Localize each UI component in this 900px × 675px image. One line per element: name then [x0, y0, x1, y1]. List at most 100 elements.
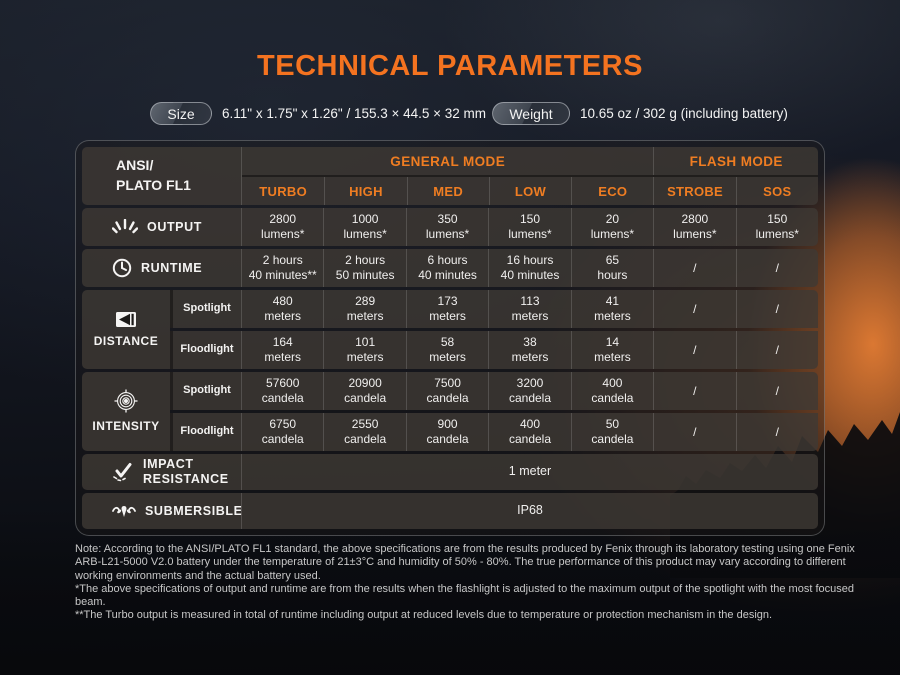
output-label: OUTPUT	[147, 219, 202, 234]
weight-pill[interactable]: Weight	[492, 102, 570, 125]
intensity-flood-high: 2550 candela	[323, 413, 406, 451]
distance-label-cell: DISTANCE	[82, 290, 170, 369]
intensity-flood-sos: /	[735, 413, 818, 451]
distance-spot-high: 289 meters	[323, 290, 406, 328]
impact-label-line2: RESISTANCE	[143, 472, 229, 486]
distance-label: DISTANCE	[93, 333, 159, 348]
ansi-line: ANSI/	[116, 157, 154, 174]
runtime-label-cell: RUNTIME	[82, 249, 241, 287]
footnotes: Note: According to the ANSI/PLATO FL1 st…	[75, 543, 867, 623]
footnote-main: Note: According to the ANSI/PLATO FL1 st…	[75, 543, 855, 582]
distance-spot-turbo: 480 meters	[241, 290, 324, 328]
intensity-spot-eco: 400 candela	[570, 372, 654, 410]
plato-line: PLATO FL1	[116, 177, 191, 193]
size-pill-label: Size	[167, 105, 195, 122]
distance-flood-low: 38 meters	[488, 331, 571, 369]
intensity-flood-turbo: 6750 candela	[241, 413, 324, 451]
output-low: 150 lumens*	[488, 208, 571, 246]
flash-mode-header: FLASH MODE	[653, 147, 818, 175]
distance-spot-eco: 41 meters	[570, 290, 654, 328]
ansi-plato-label: ANSI/ PLATO FL1	[82, 147, 241, 205]
intensity-spot-sos: /	[735, 372, 818, 410]
intensity-spot-low: 3200 candela	[488, 372, 571, 410]
water-splash-icon	[112, 503, 136, 519]
distance-spot-sos: /	[735, 290, 818, 328]
light-burst-icon	[112, 219, 138, 235]
output-sos: 150 lumens*	[735, 208, 818, 246]
intensity-flood-eco: 50 candela	[570, 413, 654, 451]
spec-table: ANSI/ PLATO FL1 GENERAL MODE FLASH MODE …	[75, 140, 825, 536]
distance-spotlight-label: Spotlight	[170, 290, 241, 328]
runtime-sos: /	[735, 249, 818, 287]
intensity-spotlight-label: Spotlight	[170, 372, 241, 410]
distance-flood-strobe: /	[653, 331, 736, 369]
output-med: 350 lumens*	[405, 208, 489, 246]
intensity-spot-high: 20900 candela	[323, 372, 406, 410]
intensity-flood-med: 900 candela	[405, 413, 489, 451]
mode-high: HIGH	[324, 177, 406, 205]
runtime-strobe: /	[653, 249, 736, 287]
footnote-double-asterisk: **The Turbo output is measured in total …	[75, 609, 773, 622]
intensity-floodlight-label: Floodlight	[170, 413, 241, 451]
mode-groups: GENERAL MODE FLASH MODE	[242, 147, 818, 177]
intensity-spot-med: 7500 candela	[405, 372, 489, 410]
impact-value: 1 meter	[241, 454, 818, 490]
output-row: OUTPUT 2800 lumens* 1000 lumens* 350 lum…	[82, 208, 818, 246]
output-eco: 20 lumens*	[570, 208, 654, 246]
impact-hammer-icon	[112, 462, 134, 482]
distance-spot-strobe: /	[653, 290, 736, 328]
distance-flood-high: 101 meters	[323, 331, 406, 369]
footnote-asterisk: *The above specifications of output and …	[75, 582, 854, 609]
distance-spot-med: 173 meters	[405, 290, 489, 328]
distance-floodlight-label: Floodlight	[170, 331, 241, 369]
intensity-rows: INTENSITY Spotlight 57600 candela 20900 …	[82, 372, 818, 451]
intensity-label: INTENSITY	[92, 419, 160, 434]
mode-sos: SOS	[735, 177, 818, 205]
mode-header-area: GENERAL MODE FLASH MODE TURBO HIGH MED L…	[241, 147, 818, 205]
submersible-label-cell: SUBMERSIBLE	[82, 493, 243, 529]
bottom-vignette	[0, 515, 900, 675]
mode-low: LOW	[488, 177, 571, 205]
impact-label-line1: IMPACT	[143, 457, 194, 471]
intensity-flood-low: 400 candela	[488, 413, 571, 451]
weight-value: 10.65 oz / 302 g (including battery)	[580, 106, 788, 121]
mode-labels: TURBO HIGH MED LOW ECO STROBE SOS	[242, 177, 818, 205]
distance-flood-med: 58 meters	[405, 331, 489, 369]
size-value: 6.11" x 1.75" x 1.26" / 155.3 × 44.5 × 3…	[222, 106, 487, 121]
runtime-row: RUNTIME 2 hours 40 minutes** 2 hours 50 …	[82, 249, 818, 287]
mode-eco: ECO	[571, 177, 653, 205]
distance-spot-low: 113 meters	[488, 290, 571, 328]
mode-med: MED	[406, 177, 489, 205]
impact-resistance-row: IMPACT RESISTANCE 1 meter	[82, 454, 818, 490]
page-title: TECHNICAL PARAMETERS	[257, 50, 643, 82]
submersible-row: SUBMERSIBLE IP68	[82, 493, 818, 529]
submersible-label: SUBMERSIBLE	[145, 503, 243, 518]
runtime-eco: 65 hours	[570, 249, 654, 287]
size-pill[interactable]: Size	[150, 102, 212, 125]
output-label-cell: OUTPUT	[82, 208, 241, 246]
general-mode-header: GENERAL MODE	[390, 153, 506, 169]
runtime-label: RUNTIME	[141, 260, 203, 275]
intensity-spot-strobe: /	[653, 372, 736, 410]
impact-label-cell: IMPACT RESISTANCE	[82, 454, 241, 490]
beam-distance-icon	[115, 311, 137, 328]
intensity-label-cell: INTENSITY	[82, 372, 170, 451]
output-turbo: 2800 lumens*	[241, 208, 324, 246]
distance-flood-turbo: 164 meters	[241, 331, 324, 369]
distance-flood-sos: /	[735, 331, 818, 369]
output-strobe: 2800 lumens*	[653, 208, 736, 246]
submersible-value: IP68	[241, 493, 818, 529]
weight-pill-label: Weight	[509, 105, 553, 122]
target-intensity-icon	[114, 389, 138, 413]
output-high: 1000 lumens*	[323, 208, 406, 246]
mode-strobe: STROBE	[653, 177, 735, 205]
intensity-flood-strobe: /	[653, 413, 736, 451]
clock-icon	[112, 258, 132, 278]
runtime-low: 16 hours 40 minutes	[488, 249, 571, 287]
table-header-row: ANSI/ PLATO FL1 GENERAL MODE FLASH MODE …	[82, 147, 818, 205]
intensity-spot-turbo: 57600 candela	[241, 372, 324, 410]
impact-label: IMPACT RESISTANCE	[143, 457, 229, 487]
runtime-high: 2 hours 50 minutes	[323, 249, 406, 287]
runtime-turbo: 2 hours 40 minutes**	[241, 249, 324, 287]
